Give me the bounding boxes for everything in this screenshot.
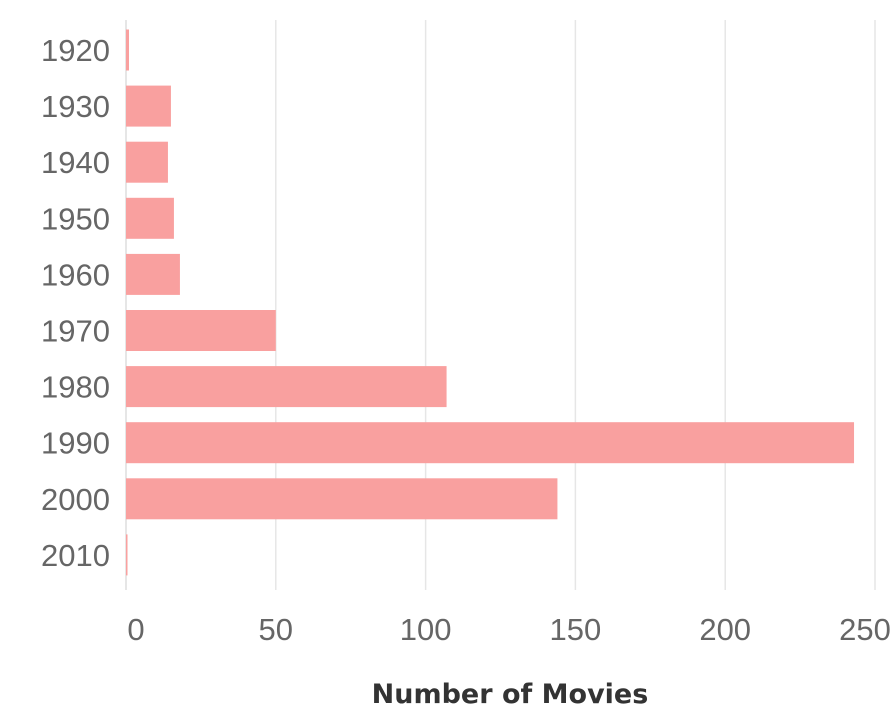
bar-2010 — [126, 534, 128, 576]
y-category-label: 1980 — [41, 370, 110, 405]
y-axis-labels: 1920 1930 1940 1950 1960 1970 1980 1990 2000 2010 — [41, 33, 110, 573]
y-category-label: 1970 — [41, 314, 110, 349]
bar-2000 — [126, 478, 558, 520]
y-category-label: 1920 — [41, 33, 110, 68]
y-category-label: 1960 — [41, 257, 110, 292]
y-category-label: 1990 — [41, 426, 110, 461]
x-axis-title: Number of Movies — [372, 679, 649, 710]
x-tick-label: 100 — [400, 612, 452, 647]
x-tick-label: 0 — [127, 612, 144, 647]
bar-1970 — [126, 310, 276, 351]
y-category-label: 1930 — [41, 89, 110, 124]
y-category-label: 1940 — [41, 145, 110, 180]
bar-1990 — [126, 422, 855, 464]
bar-1980 — [126, 366, 447, 408]
bar-1940 — [126, 141, 168, 183]
x-tick-label: 50 — [259, 612, 293, 647]
x-tick-label: 200 — [699, 612, 751, 647]
bar-1930 — [126, 85, 171, 127]
bar-1960 — [126, 253, 180, 295]
x-axis-labels: 0 50 100 150 200 250 — [127, 612, 890, 647]
y-category-label: 1950 — [41, 201, 110, 236]
bar-1920 — [126, 29, 129, 71]
y-category-label: 2010 — [41, 538, 110, 573]
bar-1950 — [126, 197, 174, 239]
y-category-label: 2000 — [41, 482, 110, 517]
x-tick-label: 250 — [839, 612, 891, 647]
x-tick-label: 150 — [550, 612, 602, 647]
bars — [126, 29, 855, 576]
